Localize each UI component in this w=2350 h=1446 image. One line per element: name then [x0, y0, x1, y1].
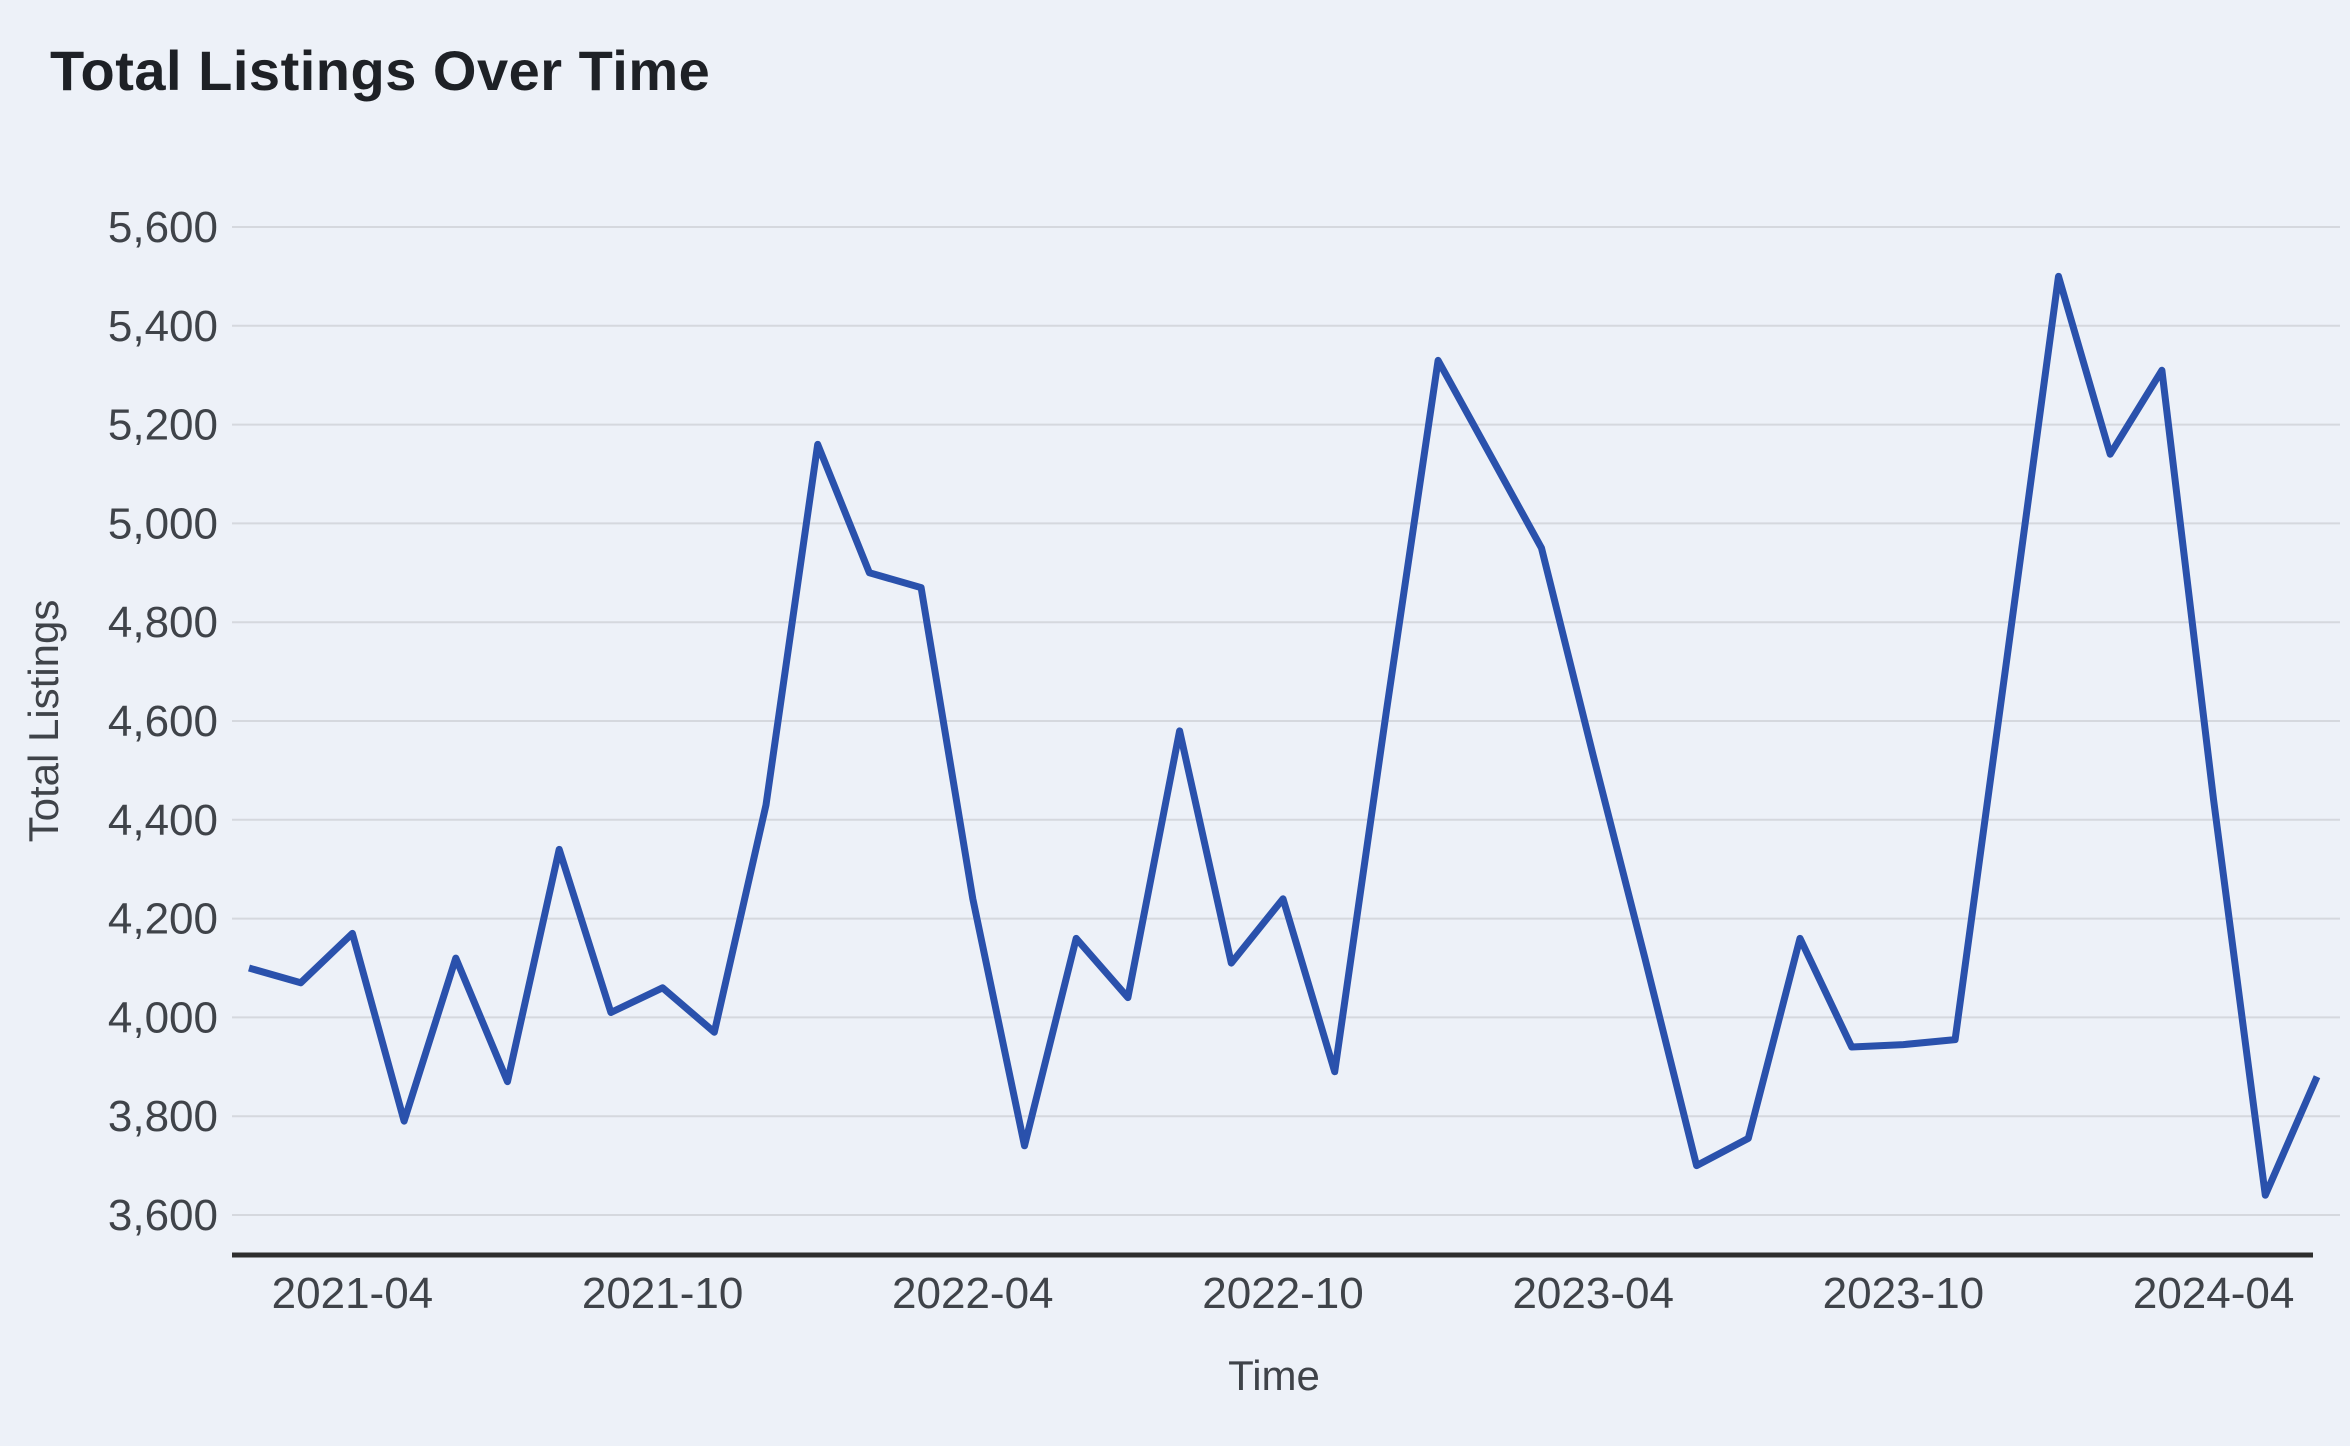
- x-tick-label: 2021-04: [272, 1269, 433, 1318]
- y-tick-label: 4,800: [108, 598, 218, 647]
- y-tick-label: 4,200: [108, 895, 218, 944]
- y-tick-label: 5,000: [108, 499, 218, 548]
- y-tick-label: 4,000: [108, 993, 218, 1042]
- x-tick-label: 2023-04: [1512, 1269, 1673, 1318]
- y-tick-label: 5,200: [108, 401, 218, 450]
- y-tick-label: 5,600: [108, 203, 218, 252]
- x-axis-title: Time: [1228, 1352, 1320, 1399]
- y-tick-label: 3,800: [108, 1092, 218, 1141]
- series-line: [248, 272, 2321, 1199]
- x-tick-label: 2022-04: [892, 1269, 1053, 1318]
- x-tick-label: 2024-04: [2133, 1269, 2294, 1318]
- gridlines-group: [232, 226, 2340, 1216]
- chart-title: Total Listings Over Time: [50, 39, 711, 102]
- y-tick-label: 4,400: [108, 796, 218, 845]
- y-tick-label: 3,600: [108, 1191, 218, 1240]
- x-tick-label: 2021-10: [582, 1269, 743, 1318]
- y-tick-labels: 3,600 3,800 4,000 4,200 4,400 4,600 4,800 5,000…: [108, 203, 218, 1240]
- y-tick-label: 5,400: [108, 302, 218, 351]
- y-axis-title: Total Listings: [20, 600, 67, 843]
- x-tick-labels: 2021-04 2021-10 2022-04 2022-10 2023-04 2023-…: [272, 1269, 2295, 1318]
- y-tick-label: 4,600: [108, 697, 218, 746]
- x-tick-label: 2023-10: [1823, 1269, 1984, 1318]
- x-tick-label: 2022-10: [1202, 1269, 1363, 1318]
